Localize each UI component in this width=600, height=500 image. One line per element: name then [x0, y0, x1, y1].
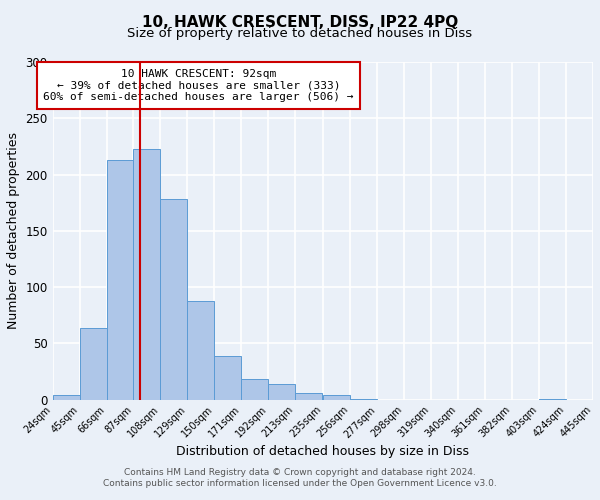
- Text: Contains HM Land Registry data © Crown copyright and database right 2024.
Contai: Contains HM Land Registry data © Crown c…: [103, 468, 497, 487]
- Bar: [160, 200, 187, 400]
- Bar: [133, 148, 160, 400]
- Bar: [539, 398, 566, 400]
- Text: Size of property relative to detached houses in Diss: Size of property relative to detached ho…: [127, 28, 473, 40]
- Bar: [80, 328, 107, 400]
- Bar: [350, 398, 377, 400]
- Bar: [187, 300, 214, 400]
- Text: 10, HAWK CRESCENT, DISS, IP22 4PQ: 10, HAWK CRESCENT, DISS, IP22 4PQ: [142, 15, 458, 30]
- Bar: [53, 395, 80, 400]
- Bar: [107, 160, 133, 400]
- Y-axis label: Number of detached properties: Number of detached properties: [7, 132, 20, 330]
- Text: 10 HAWK CRESCENT: 92sqm
← 39% of detached houses are smaller (333)
60% of semi-d: 10 HAWK CRESCENT: 92sqm ← 39% of detache…: [43, 68, 354, 102]
- Bar: [214, 356, 241, 400]
- Bar: [295, 393, 322, 400]
- Bar: [323, 395, 350, 400]
- Bar: [241, 380, 268, 400]
- X-axis label: Distribution of detached houses by size in Diss: Distribution of detached houses by size …: [176, 445, 469, 458]
- Bar: [268, 384, 295, 400]
